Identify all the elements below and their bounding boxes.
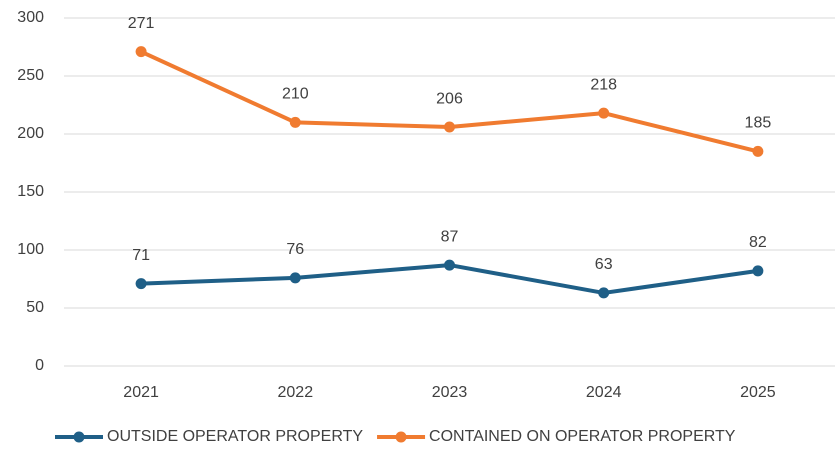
data-label: 63 bbox=[595, 256, 613, 273]
data-point bbox=[135, 278, 147, 290]
x-tick-label: 2022 bbox=[278, 384, 314, 401]
legend-label: CONTAINED ON OPERATOR PROPERTY bbox=[429, 428, 736, 445]
legend-swatch-marker bbox=[73, 431, 85, 443]
y-tick-label: 100 bbox=[17, 241, 44, 258]
data-label: 82 bbox=[749, 234, 767, 251]
data-label: 206 bbox=[436, 90, 463, 107]
data-label: 185 bbox=[745, 115, 772, 132]
data-point bbox=[598, 107, 610, 119]
x-tick-label: 2023 bbox=[432, 384, 468, 401]
x-tick-label: 2024 bbox=[586, 384, 622, 401]
data-point bbox=[444, 121, 455, 133]
data-label: 218 bbox=[590, 76, 617, 93]
y-tick-label: 0 bbox=[35, 357, 44, 374]
data-point bbox=[444, 259, 455, 271]
y-tick-label: 150 bbox=[17, 183, 44, 200]
data-label: 271 bbox=[128, 15, 155, 32]
data-label: 76 bbox=[286, 241, 304, 258]
data-label: 71 bbox=[132, 247, 150, 264]
legend-label: OUTSIDE OPERATOR PROPERTY bbox=[107, 428, 363, 445]
y-tick-label: 200 bbox=[17, 125, 44, 142]
data-point bbox=[289, 116, 301, 128]
data-point bbox=[752, 265, 764, 277]
data-point bbox=[135, 46, 147, 58]
data-label: 210 bbox=[282, 86, 309, 103]
y-tick-label: 300 bbox=[17, 9, 44, 26]
legend-swatch-marker bbox=[395, 431, 407, 443]
x-tick-label: 2025 bbox=[740, 384, 776, 401]
y-tick-label: 250 bbox=[17, 67, 44, 84]
data-label: 87 bbox=[441, 228, 459, 245]
y-tick-label: 50 bbox=[26, 299, 44, 316]
data-point bbox=[598, 287, 610, 299]
data-point bbox=[289, 272, 301, 284]
data-point bbox=[752, 145, 764, 157]
x-tick-label: 2021 bbox=[123, 384, 159, 401]
